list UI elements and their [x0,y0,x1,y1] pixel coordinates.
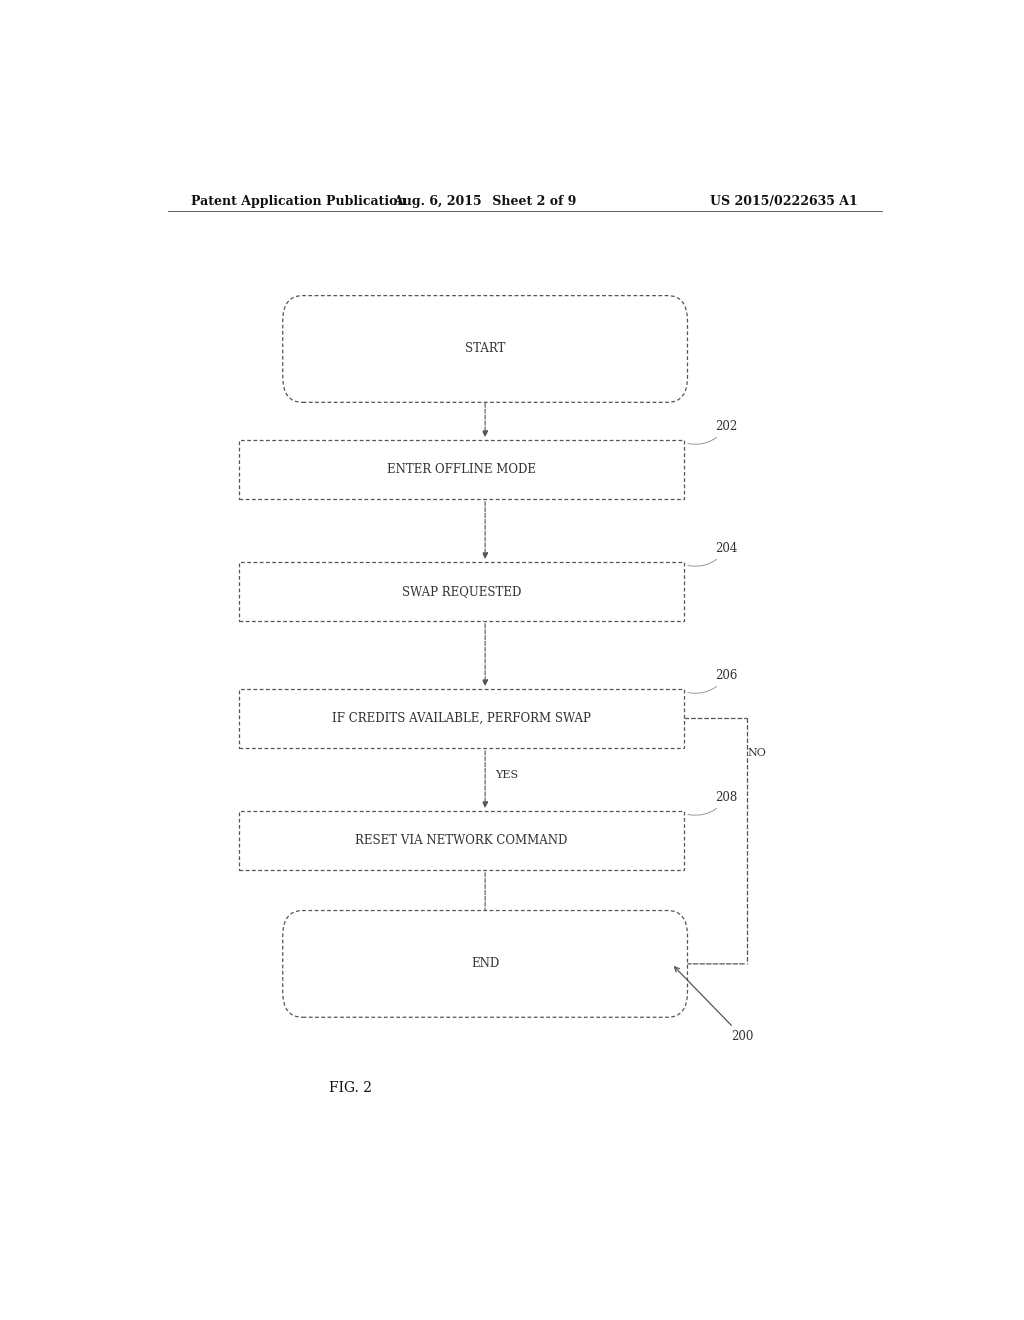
Text: Aug. 6, 2015  Sheet 2 of 9: Aug. 6, 2015 Sheet 2 of 9 [393,194,577,207]
Text: IF CREDITS AVAILABLE, PERFORM SWAP: IF CREDITS AVAILABLE, PERFORM SWAP [332,711,591,725]
FancyBboxPatch shape [240,689,684,748]
Text: 208: 208 [688,791,737,816]
FancyBboxPatch shape [240,440,684,499]
Text: Patent Application Publication: Patent Application Publication [191,194,407,207]
Text: START: START [465,342,505,355]
Text: 204: 204 [688,541,737,566]
Text: YES: YES [495,771,518,780]
FancyBboxPatch shape [283,296,687,403]
FancyBboxPatch shape [240,810,684,870]
FancyBboxPatch shape [283,911,687,1018]
Text: NO: NO [748,748,767,758]
Text: END: END [471,957,500,970]
Text: SWAP REQUESTED: SWAP REQUESTED [401,585,521,598]
Text: US 2015/0222635 A1: US 2015/0222635 A1 [711,194,858,207]
Text: FIG. 2: FIG. 2 [329,1081,372,1096]
Text: 206: 206 [688,669,737,693]
Text: RESET VIA NETWORK COMMAND: RESET VIA NETWORK COMMAND [355,834,567,847]
Text: 202: 202 [688,420,737,445]
FancyBboxPatch shape [240,562,684,620]
Text: ENTER OFFLINE MODE: ENTER OFFLINE MODE [387,463,536,477]
Text: 200: 200 [675,966,754,1043]
